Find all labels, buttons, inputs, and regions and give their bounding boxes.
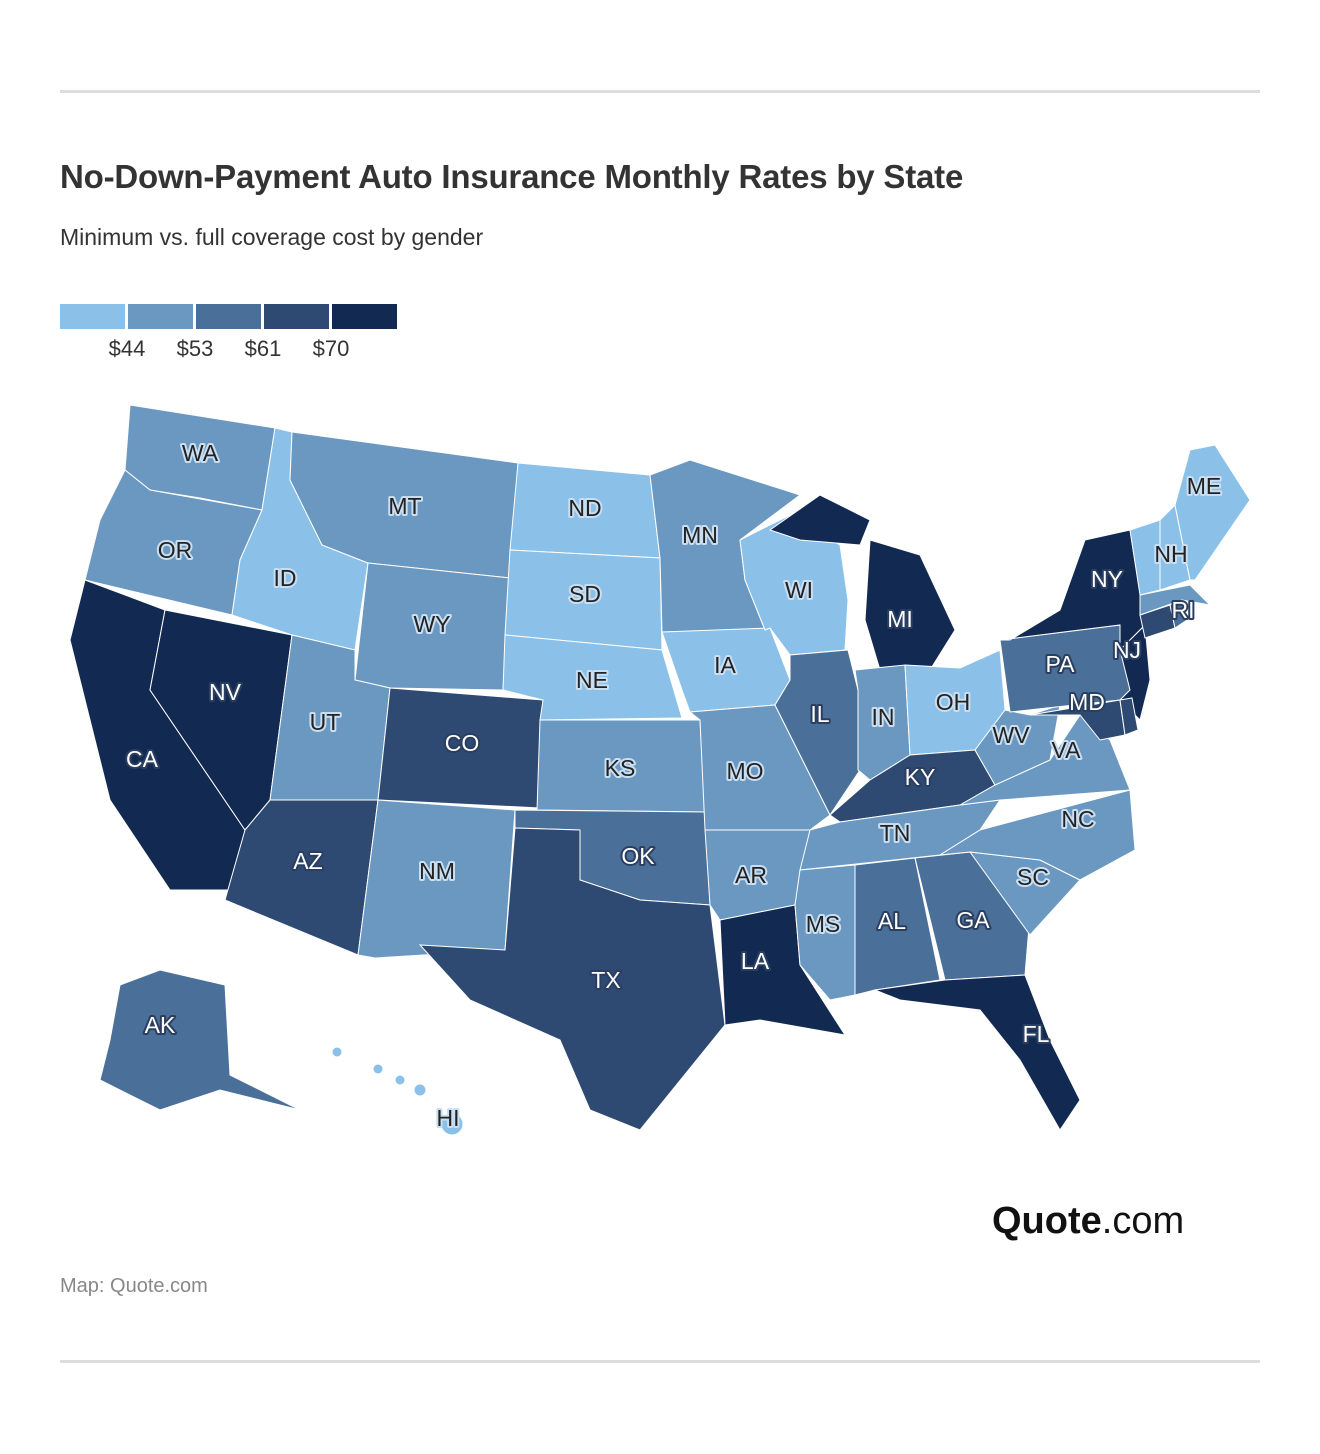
state-label: OK <box>621 843 655 869</box>
state-label: ME <box>1187 473 1222 499</box>
state-wy[interactable] <box>354 562 511 691</box>
state-shape[interactable] <box>224 799 379 956</box>
state-shape[interactable] <box>1174 444 1251 581</box>
state-label: NJ <box>1113 637 1141 663</box>
state-label: ND <box>568 495 601 521</box>
logo-suffix: .com <box>1101 1200 1185 1242</box>
source-note: Map: Quote.com <box>60 1275 208 1297</box>
state-label: VA <box>1052 737 1082 763</box>
state-label: TX <box>591 967 620 993</box>
state-ma[interactable] <box>1139 584 1212 616</box>
state-label: RI <box>1172 597 1195 623</box>
state-label: LA <box>741 948 770 974</box>
bottom-divider <box>60 1360 1260 1363</box>
legend-swatch <box>196 304 261 329</box>
state-label: KY <box>905 764 936 790</box>
legend-swatch <box>332 304 397 329</box>
state-label: MO <box>726 758 763 784</box>
state-label: AZ <box>293 848 322 874</box>
island-shape[interactable] <box>440 1112 464 1136</box>
state-hi[interactable] <box>331 1046 464 1136</box>
state-label: WY <box>413 611 450 637</box>
state-label: HI <box>437 1105 460 1131</box>
state-label: SC <box>1017 864 1049 890</box>
state-label: GA <box>956 907 990 933</box>
state-label: IA <box>714 652 736 678</box>
legend-label: $53 <box>176 336 214 361</box>
legend-swatch <box>60 304 125 329</box>
state-shape[interactable] <box>1119 697 1139 736</box>
state-label: IN <box>872 704 895 730</box>
state-shape[interactable] <box>939 789 1136 881</box>
state-label: SD <box>569 581 601 607</box>
state-fl[interactable] <box>873 974 1081 1131</box>
state-label: TN <box>880 820 911 846</box>
island-shape[interactable] <box>331 1046 343 1058</box>
state-label: WV <box>992 722 1030 748</box>
state-shape[interactable] <box>864 539 956 671</box>
state-tx[interactable] <box>418 827 726 1131</box>
island-shape[interactable] <box>413 1083 427 1097</box>
state-label: KS <box>605 755 636 781</box>
state-de[interactable] <box>1119 697 1139 736</box>
state-nc[interactable] <box>939 789 1136 881</box>
state-az[interactable] <box>224 799 379 956</box>
state-label: ID <box>274 565 297 591</box>
state-label: AK <box>145 1012 176 1038</box>
state-shape[interactable] <box>768 494 871 546</box>
chart-subtitle: Minimum vs. full coverage cost by gender <box>60 224 484 250</box>
island-shape[interactable] <box>394 1074 406 1086</box>
state-label: IL <box>810 701 829 727</box>
legend-label: $70 <box>312 336 350 361</box>
state-mi[interactable] <box>768 494 956 671</box>
state-label: MN <box>682 522 718 548</box>
quote-logo: Quote.com <box>992 1200 1184 1243</box>
chart-title: No-Down-Payment Auto Insurance Monthly R… <box>60 158 964 195</box>
state-label: NH <box>1154 541 1187 567</box>
state-label: UT <box>310 709 341 735</box>
state-label: NM <box>419 858 455 884</box>
legend-swatch <box>128 304 193 329</box>
state-shape[interactable] <box>1029 699 1126 741</box>
state-label: FL <box>1023 1021 1050 1047</box>
state-shape[interactable] <box>1139 584 1212 616</box>
state-label: CA <box>126 746 159 772</box>
state-me[interactable] <box>1174 444 1251 581</box>
state-label: MS <box>806 911 841 937</box>
state-shape[interactable] <box>418 827 726 1131</box>
state-ak[interactable] <box>99 969 301 1111</box>
state-label: PA <box>1046 651 1076 677</box>
legend-swatch <box>264 304 329 329</box>
state-shape[interactable] <box>99 969 301 1111</box>
top-divider <box>60 90 1260 93</box>
legend-label: $61 <box>244 336 282 361</box>
state-label: AR <box>735 862 767 888</box>
logo-bold: Quote <box>992 1200 1102 1242</box>
state-label: NY <box>1091 566 1123 592</box>
state-label: NE <box>576 667 608 693</box>
state-label: MI <box>887 606 913 632</box>
state-label: CO <box>445 730 480 756</box>
state-label: AL <box>878 908 906 934</box>
state-shape[interactable] <box>354 562 511 691</box>
state-label: MT <box>388 493 421 519</box>
state-label: NC <box>1061 806 1094 832</box>
state-label: OH <box>936 689 971 715</box>
state-label: WA <box>182 440 219 466</box>
island-shape[interactable] <box>372 1063 384 1075</box>
state-label: NV <box>209 679 242 705</box>
state-label: OR <box>158 537 193 563</box>
state-label: MD <box>1069 689 1105 715</box>
legend-label: $44 <box>108 336 146 361</box>
state-shape[interactable] <box>873 974 1081 1131</box>
state-label: WI <box>785 577 813 603</box>
state-md[interactable] <box>1029 699 1126 741</box>
